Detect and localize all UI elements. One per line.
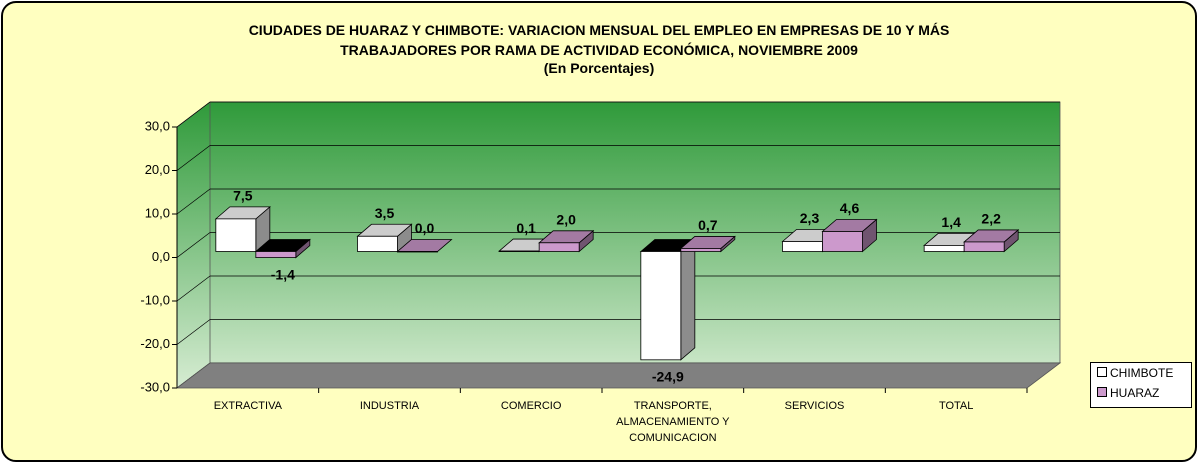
y-tick-label: 20,0 xyxy=(145,162,170,177)
bar xyxy=(538,242,580,252)
legend-label: HUARAZ xyxy=(1110,386,1160,400)
data-label: -1,4 xyxy=(271,266,295,282)
bar xyxy=(357,235,398,252)
bar xyxy=(215,218,257,252)
chart-title: CIUDADES DE HUARAZ Y CHIMBOTE: VARIACION… xyxy=(248,22,950,58)
data-label: 1,4 xyxy=(941,214,961,230)
bar xyxy=(923,245,965,252)
legend: CHIMBOTE HUARAZ xyxy=(1090,362,1192,408)
chart-subtitle: (En Porcentajes) xyxy=(543,60,655,76)
legend-label: CHIMBOTE xyxy=(1110,366,1174,380)
plot-floor xyxy=(175,362,1062,389)
legend-swatch xyxy=(1097,367,1107,377)
bar xyxy=(782,241,823,252)
data-label: 4,6 xyxy=(840,200,860,216)
data-label: 3,5 xyxy=(375,205,395,221)
x-tick-label: EXTRACTIVA xyxy=(213,400,282,412)
grid-line xyxy=(176,101,211,128)
x-tick-label: COMERCIO xyxy=(500,400,562,412)
bar xyxy=(397,251,438,253)
y-tick-label: 0,0 xyxy=(152,249,170,264)
bar xyxy=(822,231,863,252)
data-label: 7,5 xyxy=(233,188,253,204)
bar xyxy=(963,241,1005,252)
bar xyxy=(680,248,722,252)
x-tick-label: TRANSPORTE, ALMACENAMIENTO Y COMUNICACIO… xyxy=(616,400,730,444)
grid-line xyxy=(176,145,211,171)
data-label: 2,0 xyxy=(556,212,576,228)
data-label: 0,0 xyxy=(415,220,435,236)
bar xyxy=(640,251,682,361)
y-tick-label: 10,0 xyxy=(145,205,170,220)
y-tick-label: -20,0 xyxy=(140,336,170,351)
legend-swatch xyxy=(1097,387,1107,397)
x-tick-label: TOTAL xyxy=(938,400,974,412)
data-label: 0,7 xyxy=(698,217,718,233)
y-tick-label: 30,0 xyxy=(145,118,170,133)
bar xyxy=(498,250,540,252)
data-label: 0,1 xyxy=(516,220,536,236)
bar xyxy=(255,251,297,258)
y-tick-label: -10,0 xyxy=(140,292,170,307)
data-label: 2,3 xyxy=(800,210,820,226)
grid-line xyxy=(176,275,211,302)
data-label: -24,9 xyxy=(652,369,684,385)
grid-line xyxy=(176,319,211,345)
grid-line xyxy=(176,188,211,215)
data-label: 2,2 xyxy=(981,211,1001,227)
legend-item: HUARAZ xyxy=(1091,383,1191,403)
grid-line xyxy=(176,232,211,258)
bar-side xyxy=(680,238,696,361)
x-tick-label: INDUSTRIA xyxy=(359,400,420,412)
y-tick-label: -30,0 xyxy=(140,379,170,394)
legend-item: CHIMBOTE xyxy=(1091,363,1191,383)
x-tick-label: SERVICIOS xyxy=(784,400,845,412)
